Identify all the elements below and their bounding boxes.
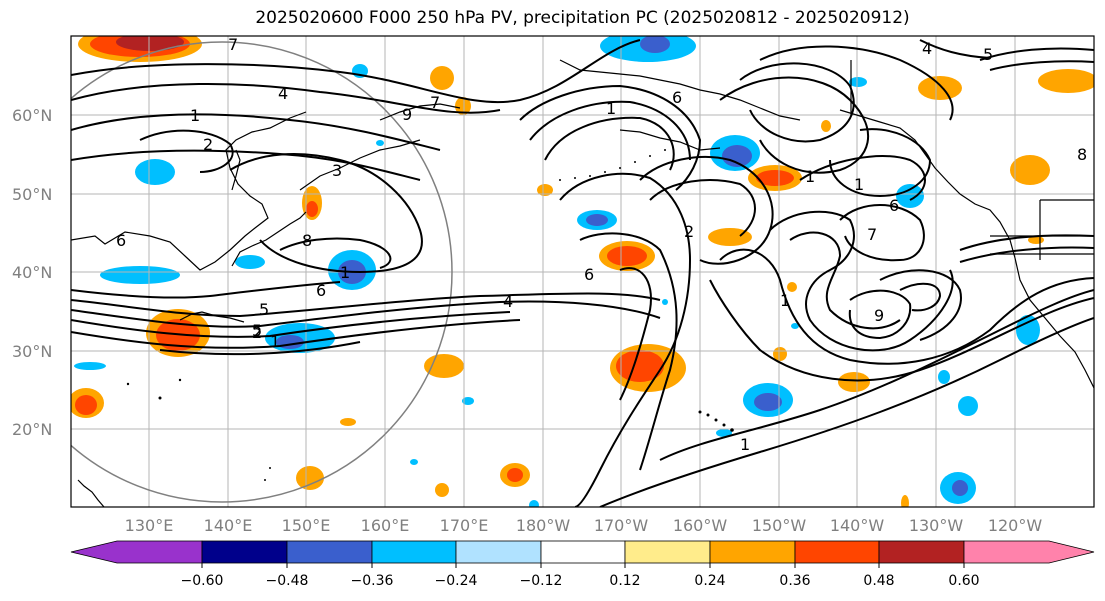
lon-label-150w: 150°W [752,516,807,535]
colorbar-segment-8 [794,540,880,564]
contour-label: 6 [672,88,682,107]
map-title: 2025020600 F000 250 hPa PV, precipitatio… [255,8,910,28]
lon-label-170w: 170°W [594,516,649,535]
latitude-labels: 60°N 50°N 40°N 30°N 20°N [12,106,52,439]
precipitation-anomaly-shading [71,36,1094,507]
contour-label: 5 [259,300,269,319]
contour-label: 6 [316,281,326,300]
gridlines [71,36,1094,507]
colorbar-segment-9 [878,540,965,564]
colorbar-segment-3 [371,540,457,564]
colorbar [70,540,1095,564]
contour-label: 9 [874,306,884,325]
contour-label: 1 [606,99,616,118]
lon-label-130w: 130°W [909,516,964,535]
contour-label: 6 [116,231,126,250]
lon-label-140e: 140°E [204,516,253,535]
colorbar-tick-label: −0.60 [181,573,224,589]
colorbar-segment-4 [455,540,542,564]
lon-label-130e: 130°E [125,516,174,535]
colorbar-segment-0 [70,540,203,564]
contour-label: 6 [889,196,899,215]
colorbar-tick-label: 0.60 [948,573,979,589]
colorbar-segment-2 [286,540,373,564]
lon-label-120w: 120°W [988,516,1043,535]
lat-label-50n: 50°N [12,185,52,204]
colorbar-tick-labels: −0.60 −0.48 −0.36 −0.24 −0.12 0.12 0.24 … [181,573,980,589]
colorbar-tick-label: −0.24 [435,573,478,589]
lon-label-150e: 150°E [282,516,331,535]
contour-label: 8 [1077,145,1087,164]
contour-label: 1 [780,291,790,310]
contour-label: 1 [740,435,750,454]
colorbar-segment-7 [709,540,796,564]
lon-label-170e: 170°E [440,516,489,535]
colorbar-ticks [201,563,965,568]
colorbar-tick-label: −0.12 [520,573,563,589]
lon-label-160w: 160°W [673,516,728,535]
lat-label-20n: 20°N [12,420,52,439]
colorbar-tick-label: 0.36 [779,573,810,589]
contour-label: 8 [302,231,312,250]
colorbar-segment-5 [540,540,626,564]
contour-label: 1 [854,175,864,194]
colorbar-tick-label: 0.24 [694,573,725,589]
contour-label: 9 [402,105,412,124]
colorbar-segment-10 [963,540,1095,564]
contour-label: 2 [203,135,213,154]
contour-label: 3 [332,161,342,180]
colorbar-segment-6 [624,540,711,564]
colorbar-tick-label: 0.48 [863,573,894,589]
contour-label: 1 [270,332,280,351]
map-frame [70,35,1095,508]
lon-label-140w: 140°W [830,516,885,535]
lon-label-160e: 160°E [361,516,410,535]
pv-contours [71,39,1094,507]
contour-label: 5 [252,321,262,340]
contour-label: 7 [867,225,877,244]
range-circle [71,41,453,503]
islands [126,149,734,481]
colorbar-tick-label: −0.48 [266,573,309,589]
contour-label: 1 [190,106,200,125]
lat-label-30n: 30°N [12,342,52,361]
longitude-labels: 130°E 140°E 150°E 160°E 170°E 180°W 170°… [125,516,1043,535]
contour-label: 6 [584,265,594,284]
colorbar-tick-label: −0.36 [351,573,394,589]
contour-label: 1 [340,263,350,282]
contour-label: 7 [228,35,238,54]
colorbar-tick-label: 0.12 [609,573,640,589]
map-plot-area: 7 4 1 2 3 9 7 1 6 6 5 8 6 1 5 2 4 6 2 1 … [71,35,1094,507]
lat-label-40n: 40°N [12,263,52,282]
contour-label: 1 [805,167,815,186]
contour-label: 7 [430,93,440,112]
contour-labels: 7 4 1 2 3 9 7 1 6 6 5 8 6 1 5 2 4 6 2 1 … [116,35,1087,454]
contour-label: 2 [684,222,694,241]
lon-label-180w: 180°W [516,516,571,535]
contour-label: 4 [922,39,932,58]
contour-label: 5 [983,45,993,64]
lat-label-60n: 60°N [12,106,52,125]
contour-label: 4 [503,292,513,311]
contour-label: 2 [252,323,262,342]
contour-label: 4 [278,84,288,103]
colorbar-segment-1 [201,540,288,564]
